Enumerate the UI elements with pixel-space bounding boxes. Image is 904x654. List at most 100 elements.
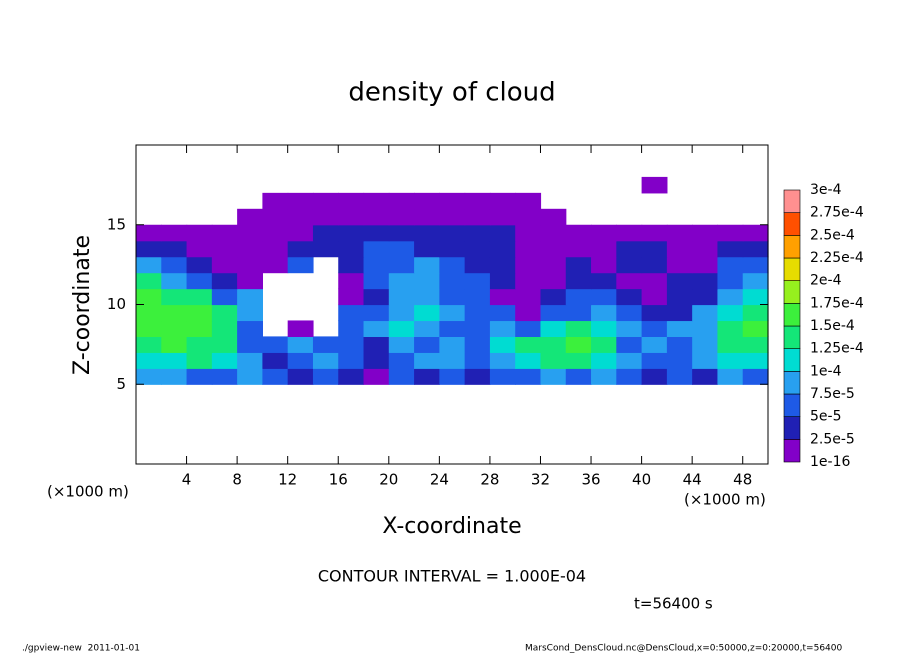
heat-cell (565, 304, 592, 322)
heat-cell (211, 256, 238, 274)
heat-cell (338, 272, 365, 290)
colorbar-box (783, 280, 801, 304)
heat-cell (186, 304, 213, 322)
time-label: t=56400 s (634, 595, 713, 613)
heat-cell (464, 240, 491, 258)
heat-cell (312, 336, 339, 353)
heat-cell (338, 224, 365, 242)
heat-cell (388, 208, 415, 226)
heat-cell (464, 304, 491, 322)
heat-cell (312, 208, 339, 226)
heat-cell (717, 368, 744, 385)
heat-cell (489, 272, 516, 290)
heat-cell (616, 224, 643, 242)
heat-cell (287, 256, 314, 274)
heat-cell (439, 272, 466, 290)
x-tick-label: 12 (278, 471, 297, 489)
heat-cell (666, 288, 693, 306)
heat-cell (717, 272, 744, 290)
heat-cell (565, 288, 592, 306)
colorbar-box (783, 439, 801, 463)
heat-cell (666, 224, 693, 242)
heat-cell (666, 256, 693, 274)
heat-cell (616, 352, 643, 369)
heat-cell (717, 336, 744, 353)
heat-cell (136, 368, 162, 385)
heat-cell (692, 320, 719, 337)
heat-cell (565, 336, 592, 353)
heat-cell (388, 368, 415, 385)
heat-cell (439, 240, 466, 258)
heat-cell (237, 336, 263, 353)
heat-cell (742, 256, 769, 274)
heat-cell (338, 368, 365, 385)
heat-cell (211, 336, 238, 353)
heat-cell (591, 224, 617, 242)
heat-cell (161, 224, 188, 242)
colorbar-box (783, 212, 801, 236)
heat-cell (591, 352, 617, 369)
heat-cell (666, 352, 693, 369)
x-tick-label: 36 (581, 471, 600, 489)
heat-cell (464, 320, 491, 337)
heat-cell (287, 192, 314, 210)
heat-cell (414, 352, 440, 369)
heat-cell (363, 368, 390, 385)
heat-cell (388, 304, 415, 322)
footer-right: MarsCond_DensCloud.nc@DensCloud,x=0:5000… (525, 644, 842, 654)
heat-cell (591, 288, 617, 306)
heat-cell (237, 208, 263, 226)
x-tick-label: 24 (430, 471, 449, 489)
heat-cell (692, 368, 719, 385)
colorbar-box (783, 325, 801, 349)
heat-cell (515, 352, 542, 369)
heat-cell (262, 208, 289, 226)
colorbar-label: 1.75e-4 (810, 295, 864, 311)
heat-cell (464, 224, 491, 242)
heat-cell (591, 368, 617, 385)
heat-cell (616, 320, 643, 337)
heat-cell (540, 272, 567, 290)
heat-cell (136, 224, 162, 242)
heat-cell (641, 272, 668, 290)
heat-cell (489, 336, 516, 353)
y-tick-label: 10 (107, 295, 126, 313)
heat-cell (186, 352, 213, 369)
heat-cell (414, 208, 440, 226)
heat-cell (186, 256, 213, 274)
colorbar-box (783, 416, 801, 440)
colorbar-box (783, 348, 801, 372)
colorbar-label: 7.5e-5 (810, 386, 855, 402)
heat-cell (717, 320, 744, 337)
heat-cell (742, 240, 769, 258)
heat-cell (211, 288, 238, 306)
heat-cell (742, 288, 769, 306)
heat-cell (489, 304, 516, 322)
heat-cell (414, 288, 440, 306)
colorbar-label: 1.25e-4 (810, 341, 864, 357)
heat-cell (136, 336, 162, 353)
heat-cell (540, 304, 567, 322)
chart-title: density of cloud (348, 78, 555, 108)
heat-cell (540, 224, 567, 242)
heat-cell (489, 192, 516, 210)
heat-cell (616, 288, 643, 306)
heat-cell (692, 240, 719, 258)
heat-cell (641, 336, 668, 353)
heat-cell (489, 352, 516, 369)
heat-cell (439, 352, 466, 369)
heat-cell (237, 368, 263, 385)
heat-cell (414, 224, 440, 242)
heat-cell (136, 352, 162, 369)
heat-cell (439, 192, 466, 210)
heat-cell (515, 304, 542, 322)
heat-cell (464, 192, 491, 210)
x-tick-label: 40 (632, 471, 651, 489)
heat-cell (540, 288, 567, 306)
contour-interval: CONTOUR INTERVAL = 1.000E-04 (318, 567, 586, 586)
heat-cell (565, 272, 592, 290)
heat-cell (186, 288, 213, 306)
heat-cell (161, 272, 188, 290)
heat-cell (692, 272, 719, 290)
x-tick-label: 28 (480, 471, 499, 489)
